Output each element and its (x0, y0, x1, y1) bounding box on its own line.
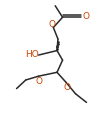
Text: O: O (48, 20, 55, 29)
Text: O: O (64, 83, 71, 92)
Text: O: O (83, 12, 90, 21)
Text: O: O (36, 77, 43, 86)
Text: HO: HO (25, 50, 39, 59)
